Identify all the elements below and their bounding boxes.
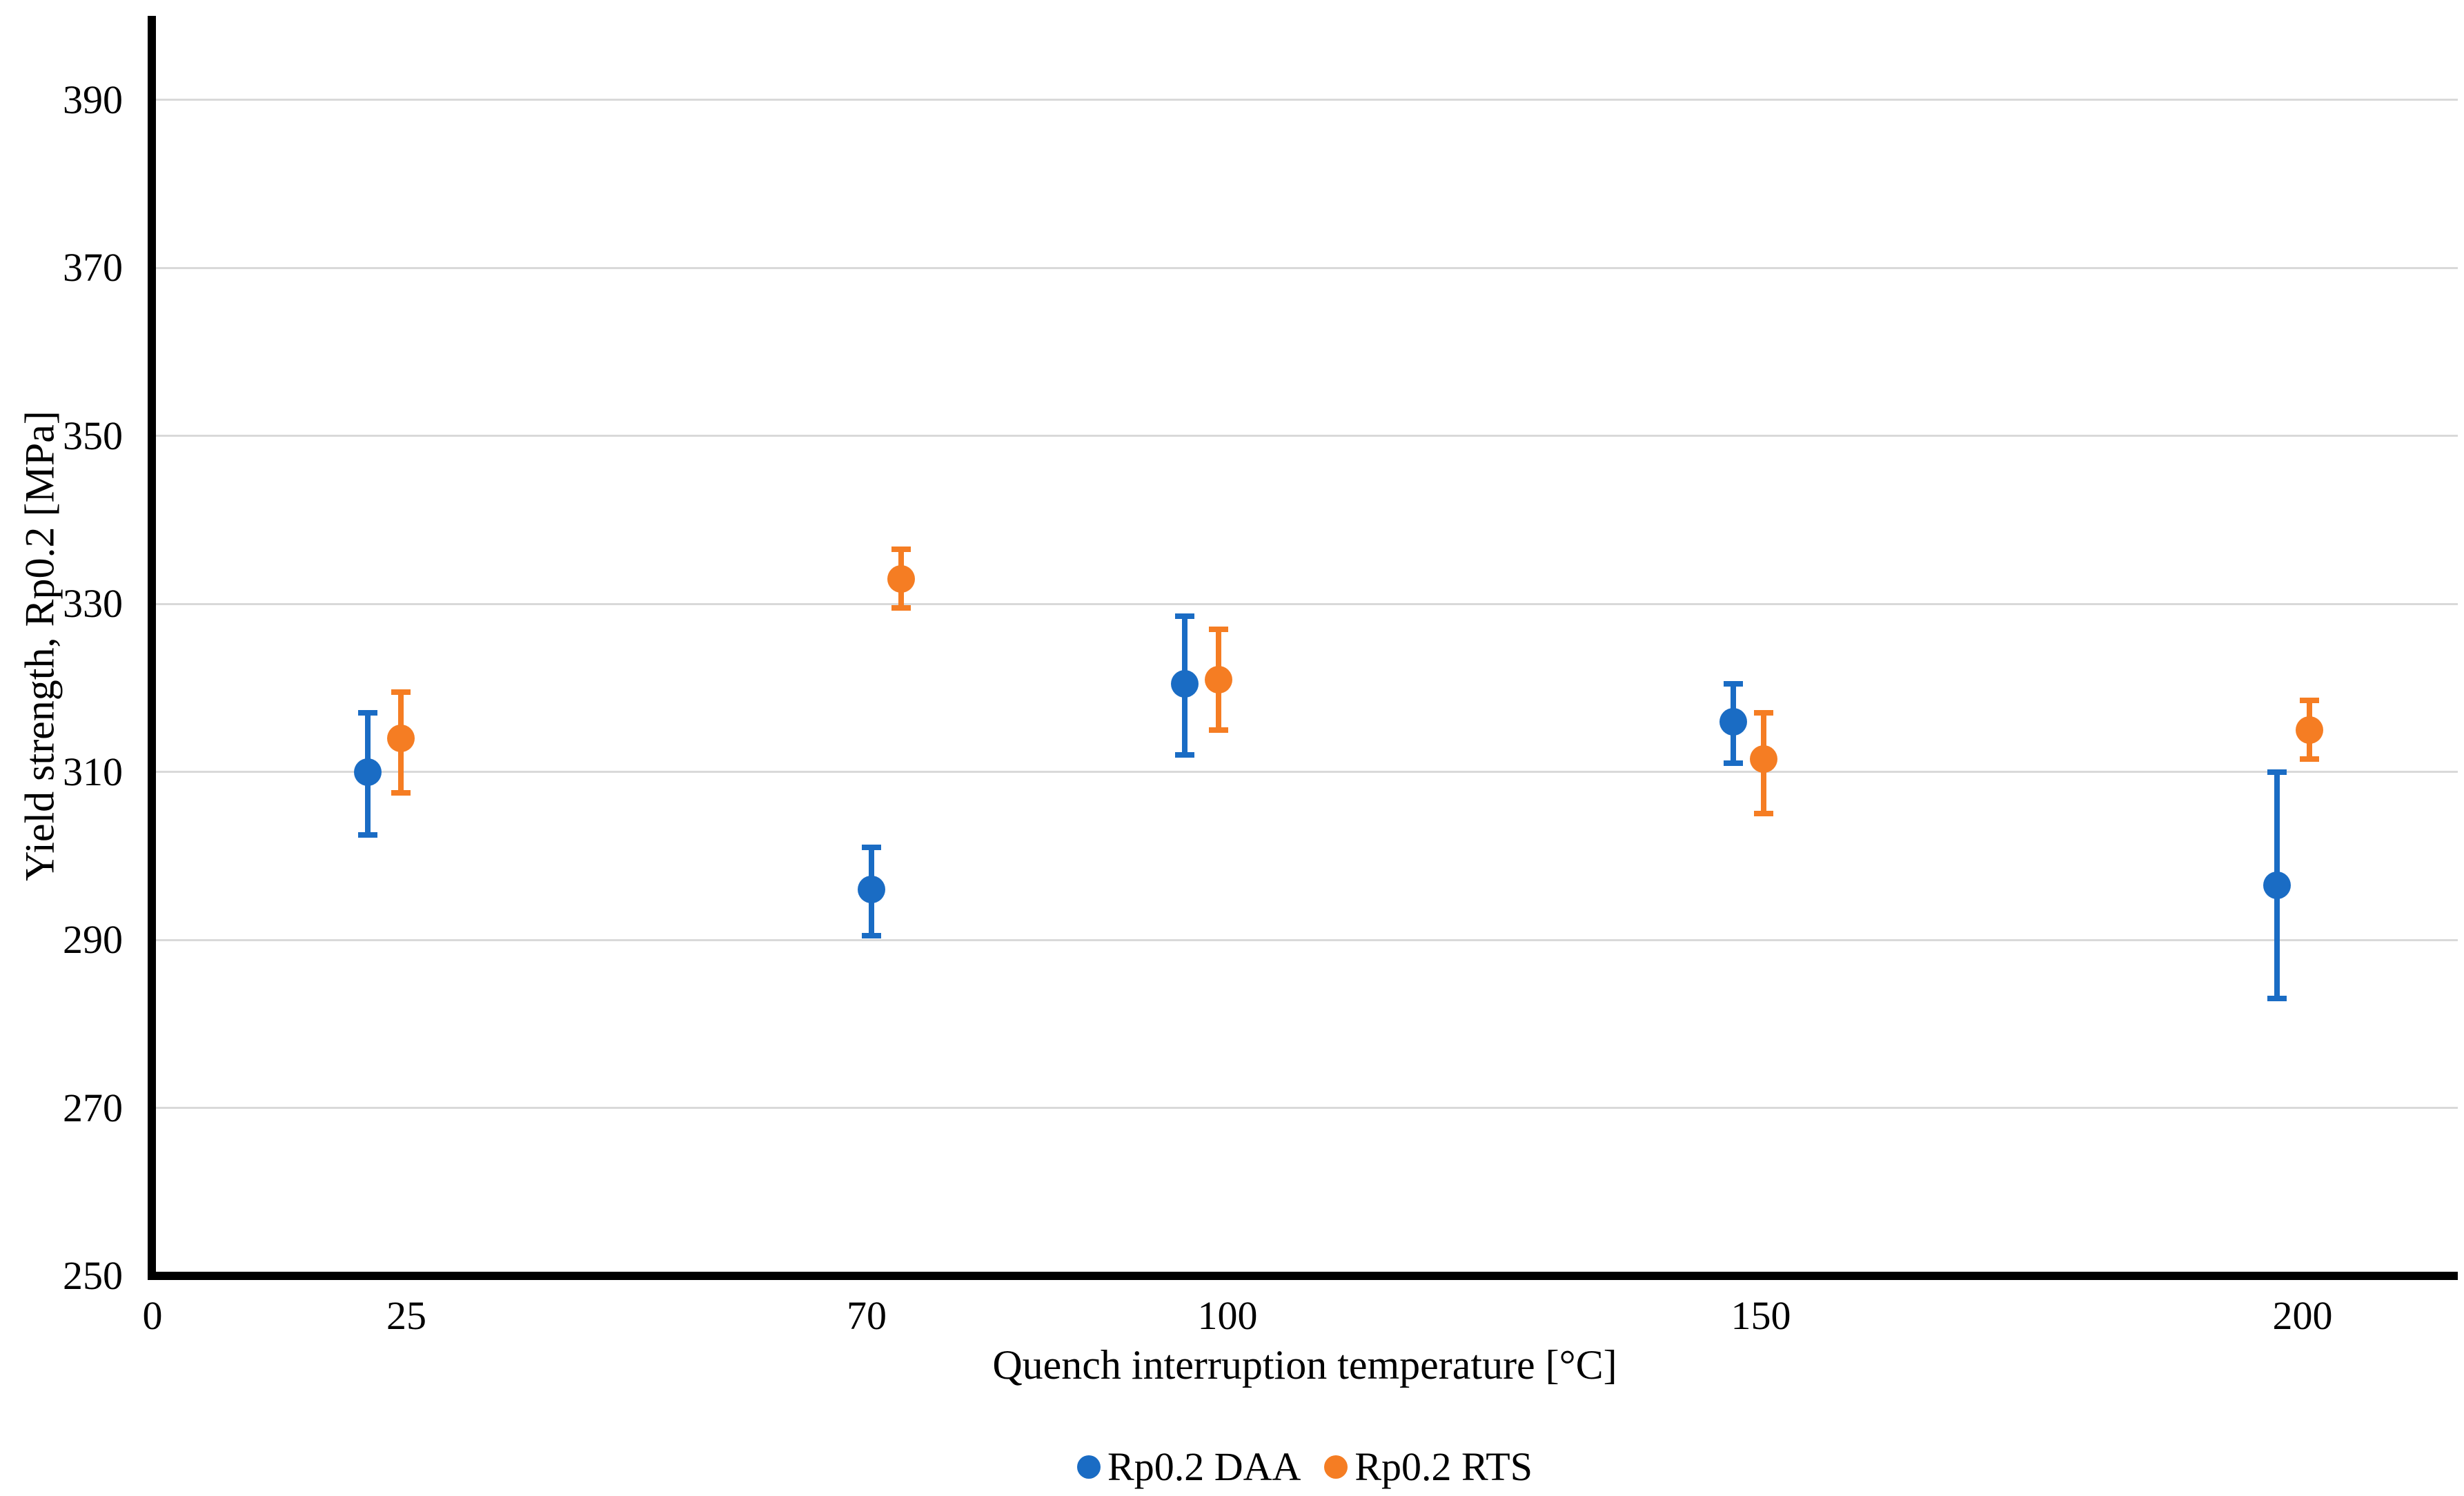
x-axis-title: Quench interruption temperature [°C] [992,1342,1617,1388]
error-bar-cap-top-rp0-2-rts-200 [2300,698,2319,704]
y-tick-label-350: 350 [63,413,123,458]
y-tick-label-370: 370 [63,245,123,291]
gridline-y-350 [156,435,2458,437]
y-axis-title: Yield strength, Rp0.2 [MPa] [17,411,63,881]
gridline-y-290 [156,938,2458,941]
error-bar-cap-bottom-rp0-2-rts-100 [1209,727,1228,733]
error-bar-cap-top-rp0-2-rts-70 [891,547,911,552]
y-axis-line [148,16,156,1280]
legend-marker-daa-icon [1077,1455,1101,1479]
legend-label-rts: Rp0.2 RTS [1354,1444,1532,1489]
data-point-rp0-2-rts-70 [887,564,915,593]
data-point-rp0-2-rts-25 [387,724,415,752]
error-bar-cap-top-rp0-2-rts-25 [391,689,411,695]
x-tick-label-0: 0 [142,1293,163,1338]
error-bar-cap-bottom-rp0-2-daa-200 [2267,996,2287,1002]
data-point-rp0-2-daa-100 [1171,669,1199,698]
error-bar-cap-top-rp0-2-daa-200 [2267,769,2287,775]
data-point-rp0-2-rts-150 [1750,745,1777,774]
x-tick-label-70: 70 [847,1293,887,1338]
error-bar-cap-bottom-rp0-2-daa-70 [862,932,881,938]
error-bar-cap-bottom-rp0-2-daa-100 [1175,752,1194,758]
error-bar-cap-top-rp0-2-daa-100 [1175,613,1194,620]
legend: Rp0.2 DAA Rp0.2 RTS [152,1444,2458,1490]
data-point-rp0-2-daa-70 [858,876,885,904]
y-tick-label-250: 250 [63,1253,123,1298]
gridline-y-390 [156,99,2458,101]
error-bar-cap-top-rp0-2-daa-25 [358,710,377,716]
error-bar-cap-top-rp0-2-daa-70 [862,845,881,851]
error-bar-cap-bottom-rp0-2-daa-25 [358,831,377,838]
gridline-y-270 [156,1107,2458,1110]
legend-item-daa: Rp0.2 DAA [1077,1444,1301,1490]
x-tick-label-200: 200 [2272,1293,2333,1338]
legend-marker-rts-icon [1324,1455,1348,1479]
error-bar-cap-bottom-rp0-2-rts-200 [2300,756,2319,762]
y-tick-label-330: 330 [63,581,123,627]
data-point-rp0-2-rts-200 [2296,716,2323,744]
error-bar-cap-bottom-rp0-2-rts-70 [891,605,911,611]
gridline-y-310 [156,771,2458,774]
x-tick-label-100: 100 [1197,1293,1258,1338]
data-point-rp0-2-daa-200 [2263,871,2291,899]
y-tick-label-310: 310 [63,749,123,794]
x-tick-label-150: 150 [1731,1293,1791,1338]
gridline-y-370 [156,266,2458,269]
data-point-rp0-2-daa-25 [354,758,382,786]
legend-item-rts: Rp0.2 RTS [1324,1444,1532,1490]
y-tick-label-390: 390 [63,77,123,122]
error-bar-cap-bottom-rp0-2-rts-25 [391,790,411,796]
y-tick-label-270: 270 [63,1085,123,1130]
x-axis-line [148,1272,2458,1280]
x-tick-label-25: 25 [386,1293,426,1338]
error-bar-cap-top-rp0-2-daa-150 [1724,680,1743,687]
error-bar-cap-bottom-rp0-2-daa-150 [1724,760,1743,767]
data-point-rp0-2-daa-150 [1719,707,1747,736]
y-tick-label-290: 290 [63,917,123,963]
error-bar-cap-top-rp0-2-rts-150 [1754,710,1773,716]
gridline-y-330 [156,602,2458,605]
error-bar-cap-top-rp0-2-rts-100 [1209,626,1228,632]
legend-label-daa: Rp0.2 DAA [1107,1444,1301,1489]
error-bar-cap-bottom-rp0-2-rts-150 [1754,811,1773,817]
data-point-rp0-2-rts-100 [1205,665,1232,693]
